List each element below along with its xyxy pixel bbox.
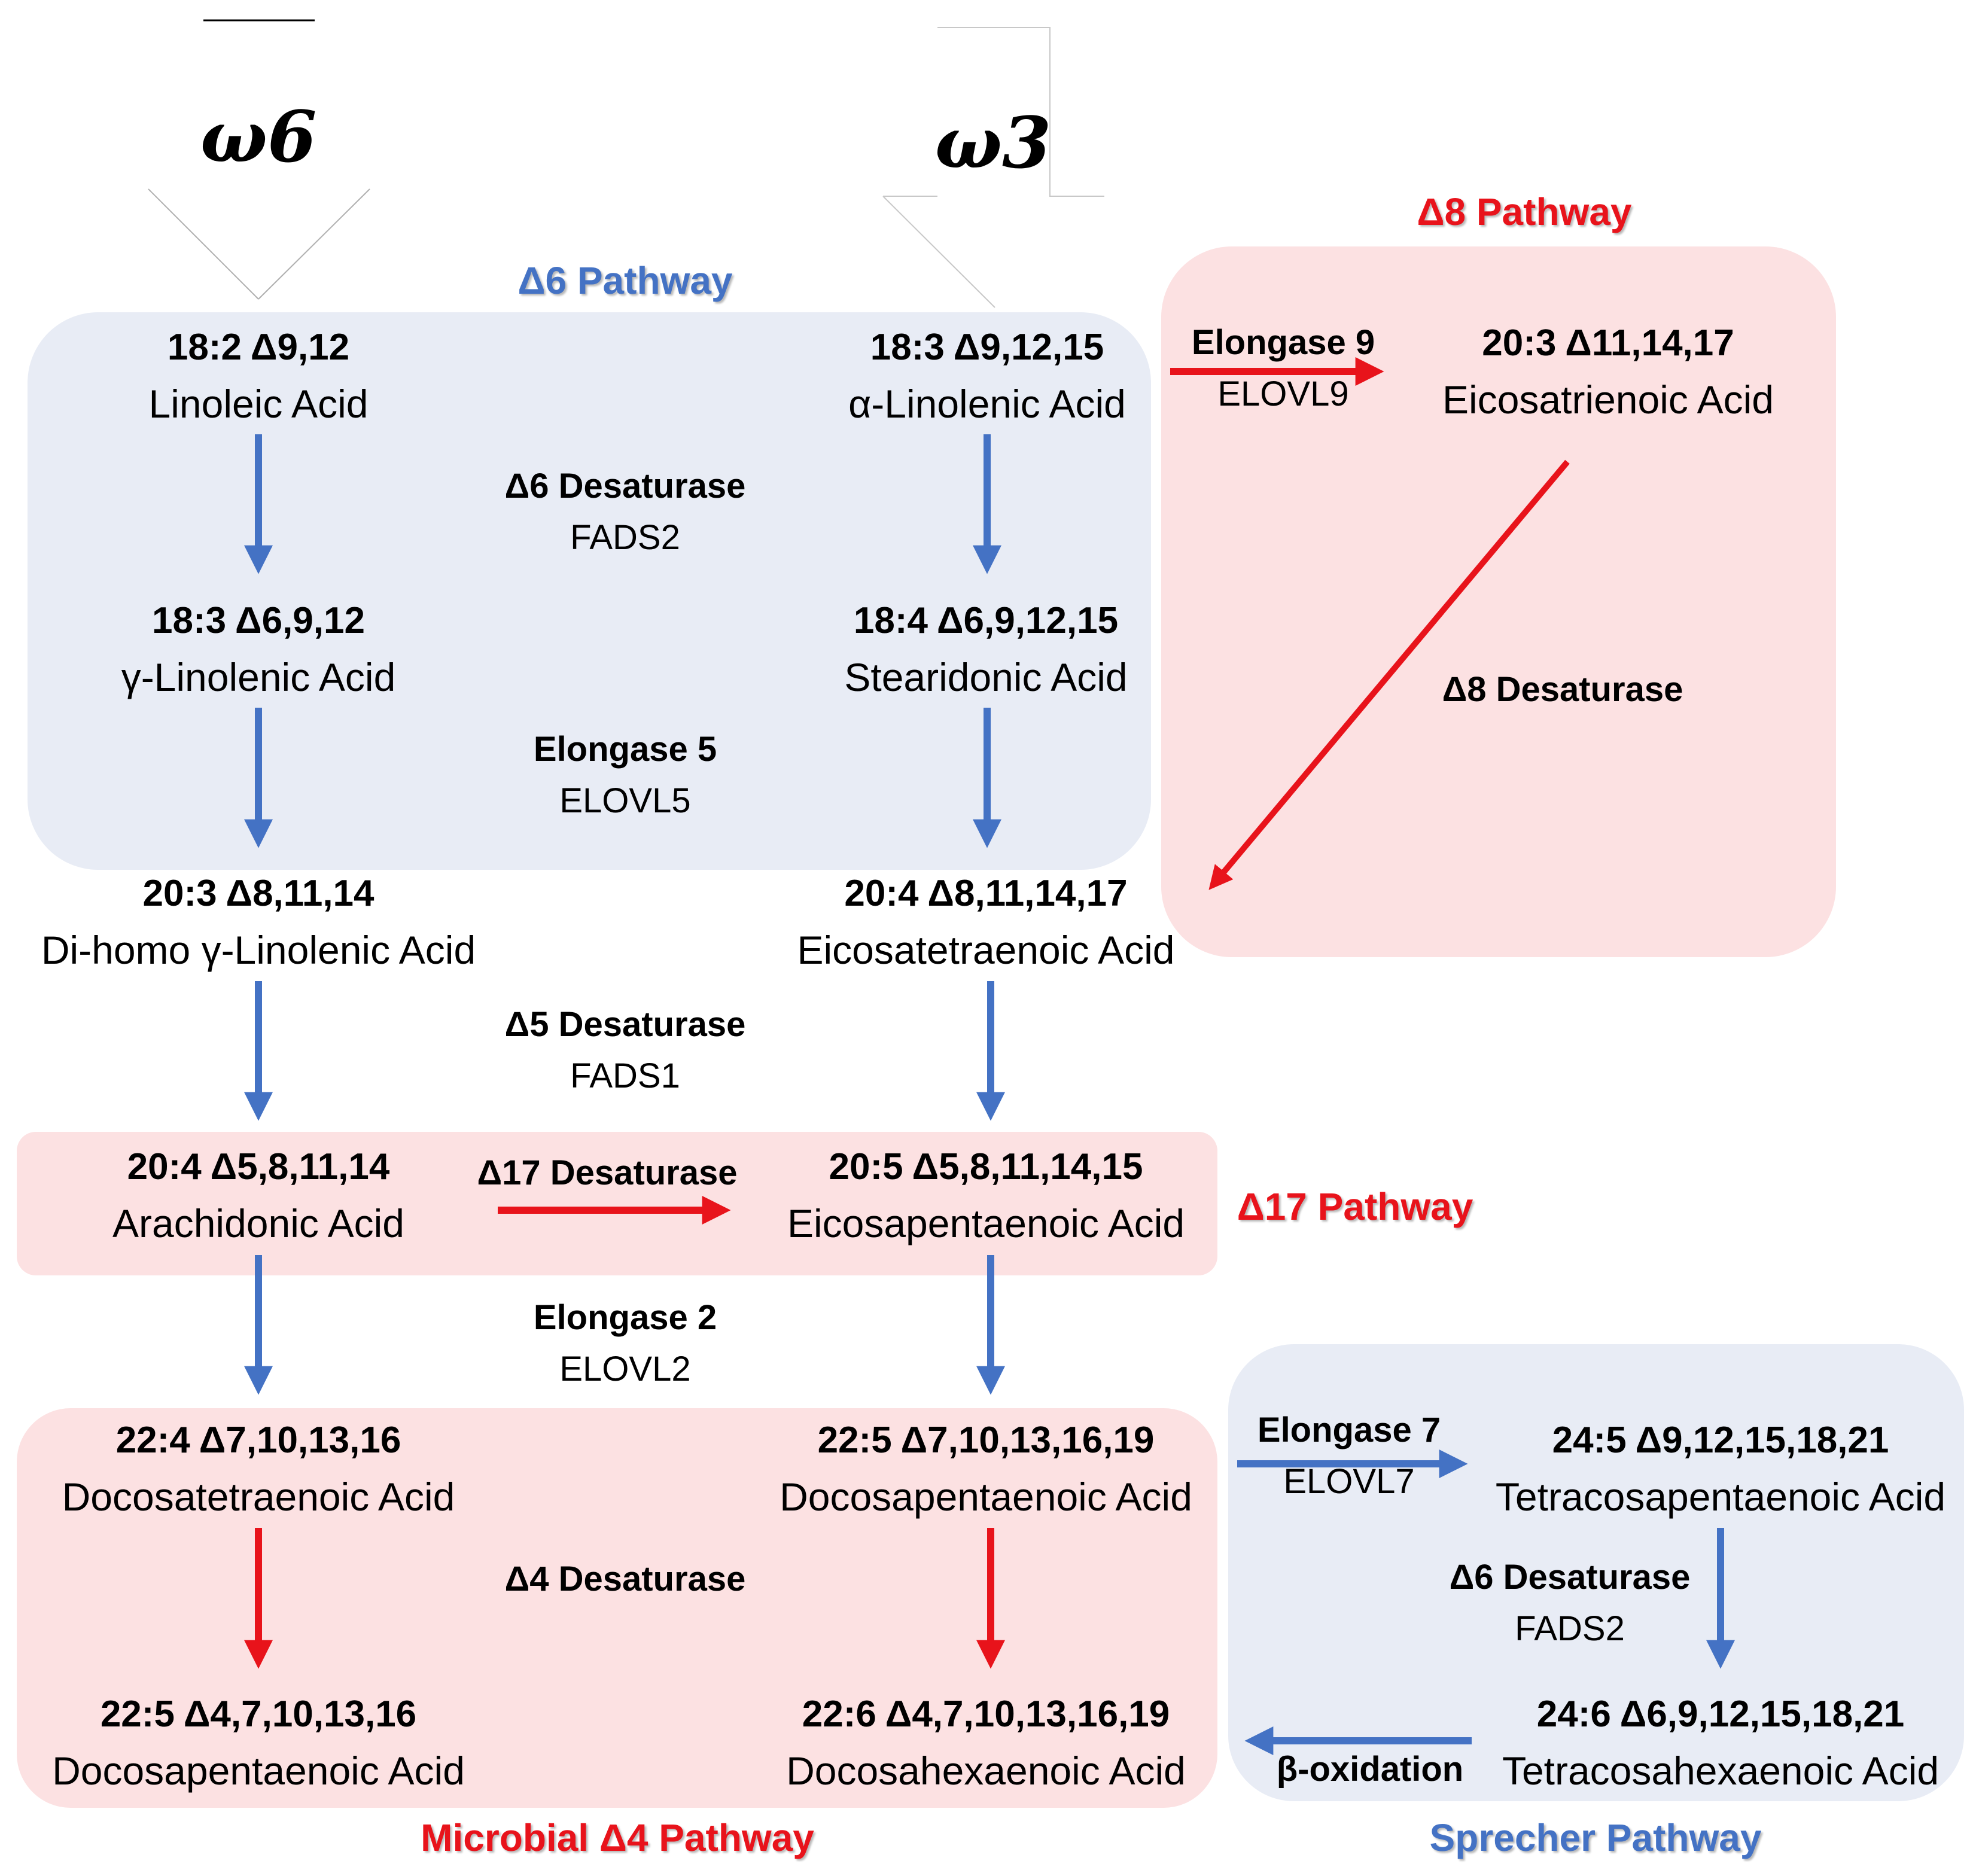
fa-code: 22:4 Δ7,10,13,16 (115, 1420, 401, 1461)
fa-dihomo-gamma-linolenic-acid: 20:3 Δ8,11,14 Di-homo γ-Linolenic Acid (41, 866, 476, 979)
fa-gamma-linolenic-acid: 18:3 Δ6,9,12 γ-Linolenic Acid (121, 593, 396, 706)
fa-name: α-Linolenic Acid (848, 382, 1126, 426)
fa-code: 24:5 Δ9,12,15,18,21 (1552, 1420, 1889, 1461)
d8-pathway-label: Δ8 Pathway (1417, 190, 1632, 233)
fa-code: 22:5 Δ4,7,10,13,16 (100, 1694, 417, 1735)
fa-eicosapentaenoic-acid: 20:5 Δ5,8,11,14,15 Eicosapentaenoic Acid (787, 1140, 1185, 1252)
fa-name: Eicosatrienoic Acid (1442, 377, 1774, 422)
fa-code: 20:4 Δ5,8,11,14 (127, 1146, 390, 1187)
d8-pathway-region (1161, 246, 1836, 957)
fa-docosapentaenoic-acid-n3: 22:5 Δ7,10,13,16,19 Docosapentaenoic Aci… (780, 1413, 1192, 1525)
fa-code: 18:4 Δ6,9,12,15 (853, 600, 1119, 641)
enzyme-gene: ELOVL9 (1217, 374, 1349, 413)
enzyme-name: Δ5 Desaturase (504, 1005, 746, 1044)
fa-code: 18:3 Δ6,9,12 (152, 600, 365, 641)
fa-code: 24:6 Δ6,9,12,15,18,21 (1536, 1694, 1905, 1735)
d6-pathway-label: Δ6 Pathway (517, 259, 733, 302)
sprecher-pathway-label: Sprecher Pathway (1429, 1816, 1762, 1859)
enzyme-name: Δ8 Desaturase (1442, 670, 1683, 709)
fa-stearidonic-acid: 18:4 Δ6,9,12,15 Stearidonic Acid (844, 593, 1127, 706)
fa-name: γ-Linolenic Acid (121, 655, 396, 699)
fa-code: 22:6 Δ4,7,10,13,16,19 (802, 1694, 1170, 1735)
d6-pathway-region (28, 312, 1151, 870)
enzyme-name: Δ6 Desaturase (1449, 1558, 1691, 1597)
omega6-label: ω6 (200, 95, 317, 178)
enzyme-name: Elongase 7 (1257, 1411, 1441, 1449)
arrow-ete-to-eta (1208, 459, 1570, 890)
d17-pathway-label: Δ17 Pathway (1237, 1185, 1473, 1228)
omega3-label: ω3 (934, 101, 1052, 184)
enzyme-d17-desaturase: Δ17 Desaturase (477, 1147, 737, 1199)
fa-arachidonic-acid: 20:4 Δ5,8,11,14 Arachidonic Acid (112, 1140, 404, 1252)
fa-name: Tetracosahexaenoic Acid (1502, 1749, 1940, 1793)
fa-code: 20:5 Δ5,8,11,14,15 (829, 1146, 1143, 1187)
enzyme-gene: ELOVL7 (1283, 1462, 1415, 1501)
enzyme-d5-desaturase: Δ5 Desaturase FADS1 (505, 999, 746, 1102)
microbial-d4-pathway-region (17, 1408, 1217, 1808)
enzyme-elongase5: Elongase 5 ELOVL5 (534, 724, 717, 827)
enzyme-beta-oxidation: β-oxidation (1277, 1744, 1464, 1795)
enzyme-name: Δ6 Desaturase (504, 467, 746, 505)
fa-name: Eicosatetraenoic Acid (797, 928, 1175, 972)
enzyme-elongase9: Elongase 9 ELOVL9 (1192, 317, 1375, 420)
enzyme-gene: FADS2 (1515, 1609, 1625, 1648)
enzyme-name: Δ4 Desaturase (504, 1560, 746, 1598)
d17-pathway-region (17, 1132, 1217, 1275)
fa-name: Linoleic Acid (148, 382, 369, 426)
fa-name: Tetracosapentaenoic Acid (1495, 1475, 1946, 1519)
fa-docosatetraenoic-acid: 22:4 Δ7,10,13,16 Docosatetraenoic Acid (62, 1413, 455, 1525)
enzyme-d4-desaturase: Δ4 Desaturase (505, 1554, 746, 1605)
fa-code: 20:4 Δ8,11,14,17 (844, 873, 1128, 914)
fa-linoleic-acid: 18:2 Δ9,12 Linoleic Acid (149, 320, 369, 433)
fa-tetracosapentaenoic-acid: 24:5 Δ9,12,15,18,21 Tetracosapentaenoic … (1496, 1413, 1945, 1525)
fa-code: 18:3 Δ9,12,15 (870, 327, 1104, 368)
enzyme-d6-desaturase-sprecher: Δ6 Desaturase FADS2 (1450, 1552, 1691, 1655)
fa-alpha-linolenic-acid: 18:3 Δ9,12,15 α-Linolenic Acid (848, 320, 1126, 433)
fa-code: 20:3 Δ8,11,14 (142, 873, 375, 914)
enzyme-name: Elongase 2 (533, 1298, 717, 1337)
enzyme-name: β-oxidation (1276, 1750, 1464, 1789)
fa-eicosatetraenoic-acid: 20:4 Δ8,11,14,17 Eicosatetraenoic Acid (797, 866, 1174, 979)
fa-name: Arachidonic Acid (112, 1201, 404, 1245)
enzyme-name: Elongase 9 (1191, 323, 1375, 362)
fa-name: Eicosapentaenoic Acid (787, 1201, 1185, 1245)
enzyme-elongase2: Elongase 2 ELOVL2 (534, 1292, 717, 1395)
fa-name: Di-homo γ-Linolenic Acid (41, 928, 476, 972)
fa-name: Docosapentaenoic Acid (52, 1749, 465, 1793)
fa-docosapentaenoic-acid-n6: 22:5 Δ4,7,10,13,16 Docosapentaenoic Acid (52, 1687, 465, 1799)
fa-name: Docosapentaenoic Acid (780, 1475, 1192, 1519)
enzyme-name: Δ17 Desaturase (477, 1153, 738, 1192)
fa-name: Docosatetraenoic Acid (62, 1475, 455, 1519)
fa-code: 20:3 Δ11,14,17 (1482, 322, 1734, 364)
sprecher-pathway-region (1228, 1344, 1964, 1801)
fa-docosahexaenoic-acid: 22:6 Δ4,7,10,13,16,19 Docosahexaenoic Ac… (786, 1687, 1186, 1799)
enzyme-d8-desaturase: Δ8 Desaturase (1442, 664, 1683, 715)
fa-code: 22:5 Δ7,10,13,16,19 (817, 1420, 1155, 1461)
enzyme-gene: ELOVL5 (559, 781, 691, 820)
fa-name: Docosahexaenoic Acid (786, 1749, 1186, 1793)
enzyme-gene: ELOVL2 (559, 1350, 691, 1388)
microbial-d4-pathway-label: Microbial Δ4 Pathway (421, 1816, 814, 1859)
fa-tetracosahexaenoic-acid: 24:6 Δ6,9,12,15,18,21 Tetracosahexaenoic… (1502, 1687, 1939, 1799)
fa-code: 18:2 Δ9,12 (167, 327, 350, 368)
enzyme-name: Elongase 5 (533, 730, 717, 769)
enzyme-gene: FADS1 (570, 1056, 680, 1095)
fa-eicosatrienoic-acid: 20:3 Δ11,14,17 Eicosatrienoic Acid (1442, 316, 1774, 428)
enzyme-gene: FADS2 (570, 518, 680, 557)
enzyme-d6-desaturase: Δ6 Desaturase FADS2 (505, 461, 746, 564)
fa-name: Stearidonic Acid (844, 655, 1128, 699)
enzyme-elongase7: Elongase 7 ELOVL7 (1258, 1405, 1441, 1508)
